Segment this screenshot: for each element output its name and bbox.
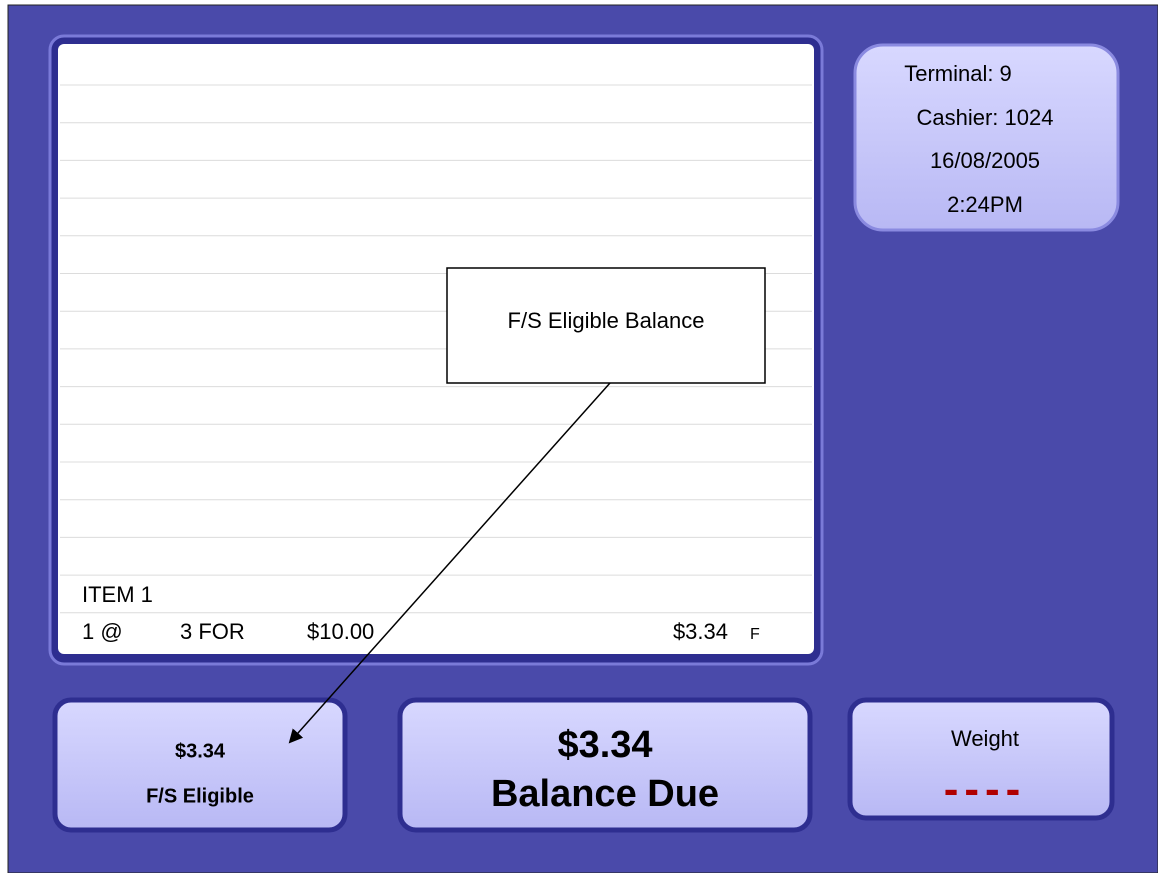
callout-box: [446, 267, 766, 384]
terminal: Terminal: 9: [904, 61, 1012, 86]
fs-eligible-button[interactable]: [52, 697, 348, 833]
weight-value: ----: [944, 765, 1027, 814]
receipt-item-name: ITEM 1: [82, 582, 153, 607]
balance-due-label: Balance Due: [491, 773, 719, 815]
receipt-amount: $3.34: [673, 619, 728, 644]
fs-eligible-label: F/S Eligible: [146, 785, 254, 807]
time: 2:24PM: [947, 192, 1023, 217]
weight-box: [847, 697, 1115, 821]
cashier: Cashier: 1024: [917, 105, 1054, 130]
callout-label: F/S Eligible Balance: [508, 308, 705, 333]
balance-due-amount: $3.34: [557, 724, 652, 766]
date: 16/08/2005: [930, 148, 1040, 173]
receipt-rules: [60, 84, 812, 614]
receipt-deal-price: $10.00: [307, 619, 374, 644]
receipt-deal: 3 FOR: [180, 619, 245, 644]
callout-arrow: [288, 382, 611, 744]
balance-due-button[interactable]: [397, 697, 813, 833]
info-box: [853, 43, 1120, 232]
receipt-flag: F: [750, 626, 760, 643]
receipt-quantity: 1 @: [82, 619, 123, 644]
weight-label: Weight: [951, 726, 1019, 751]
fs-eligible-amount: $3.34: [175, 740, 226, 762]
